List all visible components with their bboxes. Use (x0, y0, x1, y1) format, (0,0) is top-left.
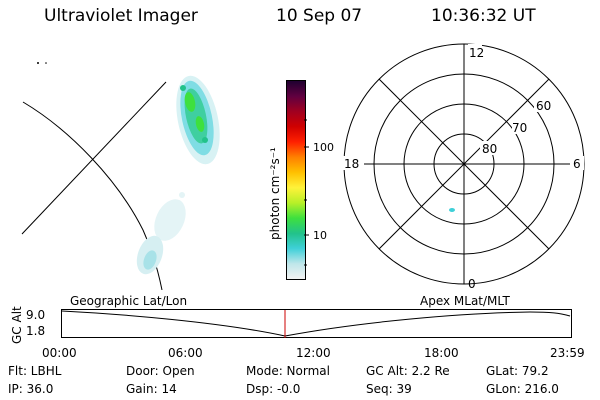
timeline-x-tick-label: 12:00 (296, 346, 331, 360)
filter-value: Flt: LBHL (8, 364, 62, 378)
sequence-value: Seq: 39 (366, 382, 412, 396)
timeline-altitude-plot (61, 309, 572, 338)
color-bar-tick-label: 100 (313, 141, 334, 154)
timeline-y-tick-label: 9.0 (26, 308, 46, 322)
color-bar-unit-label: photon cm⁻²s⁻¹ (268, 147, 282, 240)
aurora-emission-lower (136, 192, 186, 275)
timeline-x-tick-label: 18:00 (424, 346, 459, 360)
gc-alt-value: GC Alt: 2.2 Re (366, 364, 450, 378)
ip-value: IP: 36.0 (8, 382, 54, 396)
timeline-left-label: Geographic Lat/Lon (70, 294, 188, 308)
latitude-line (21, 81, 167, 235)
altitude-curve (61, 310, 571, 337)
glon-value: GLon: 216.0 (486, 382, 559, 396)
noise-speck (37, 62, 39, 64)
noise-speck (45, 62, 47, 64)
timeline-x-tick-label: 23:59 (550, 346, 585, 360)
mlt-label-dawn: 6 (573, 157, 581, 171)
door-status: Door: Open (126, 364, 195, 378)
mlt-label-noon: 12 (469, 46, 484, 60)
polar-emission-spot (449, 208, 455, 212)
gain-value: Gain: 14 (126, 382, 177, 396)
color-bar-tick-label: 10 (313, 229, 327, 242)
glat-value: GLat: 79.2 (486, 364, 549, 378)
color-bar (286, 80, 306, 280)
timeline-y-axis-label: GC Alt (10, 306, 24, 344)
app-title: Ultraviolet Imager (44, 6, 198, 26)
aurora-emission-upper (176, 75, 220, 165)
polar-diagonal (378, 78, 550, 250)
timeline-x-tick-label: 06:00 (168, 346, 203, 360)
polar-mlat-mlt-plot: 12 18 6 0 60 70 80 (342, 43, 585, 291)
mode-value: Mode: Normal (246, 364, 330, 378)
timeline-x-tick-label: 00:00 (42, 346, 77, 360)
header-time: 10:36:32 UT (431, 6, 536, 26)
timeline-frame (61, 309, 572, 338)
mlat-label-80: 80 (482, 142, 497, 156)
header-date: 10 Sep 07 (276, 6, 363, 26)
geographic-image-panel (21, 62, 220, 290)
mlt-label-dusk: 18 (344, 157, 359, 171)
mlt-label-midnight: 0 (468, 277, 476, 291)
mlat-label-60: 60 (536, 99, 551, 113)
dsp-value: Dsp: -0.0 (246, 382, 301, 396)
timeline-y-tick-label: 1.8 (26, 324, 46, 338)
color-bar-axis: 100 10 (304, 119, 334, 266)
mlat-label-70: 70 (512, 121, 527, 135)
timeline-right-label: Apex MLat/MLT (420, 294, 510, 308)
